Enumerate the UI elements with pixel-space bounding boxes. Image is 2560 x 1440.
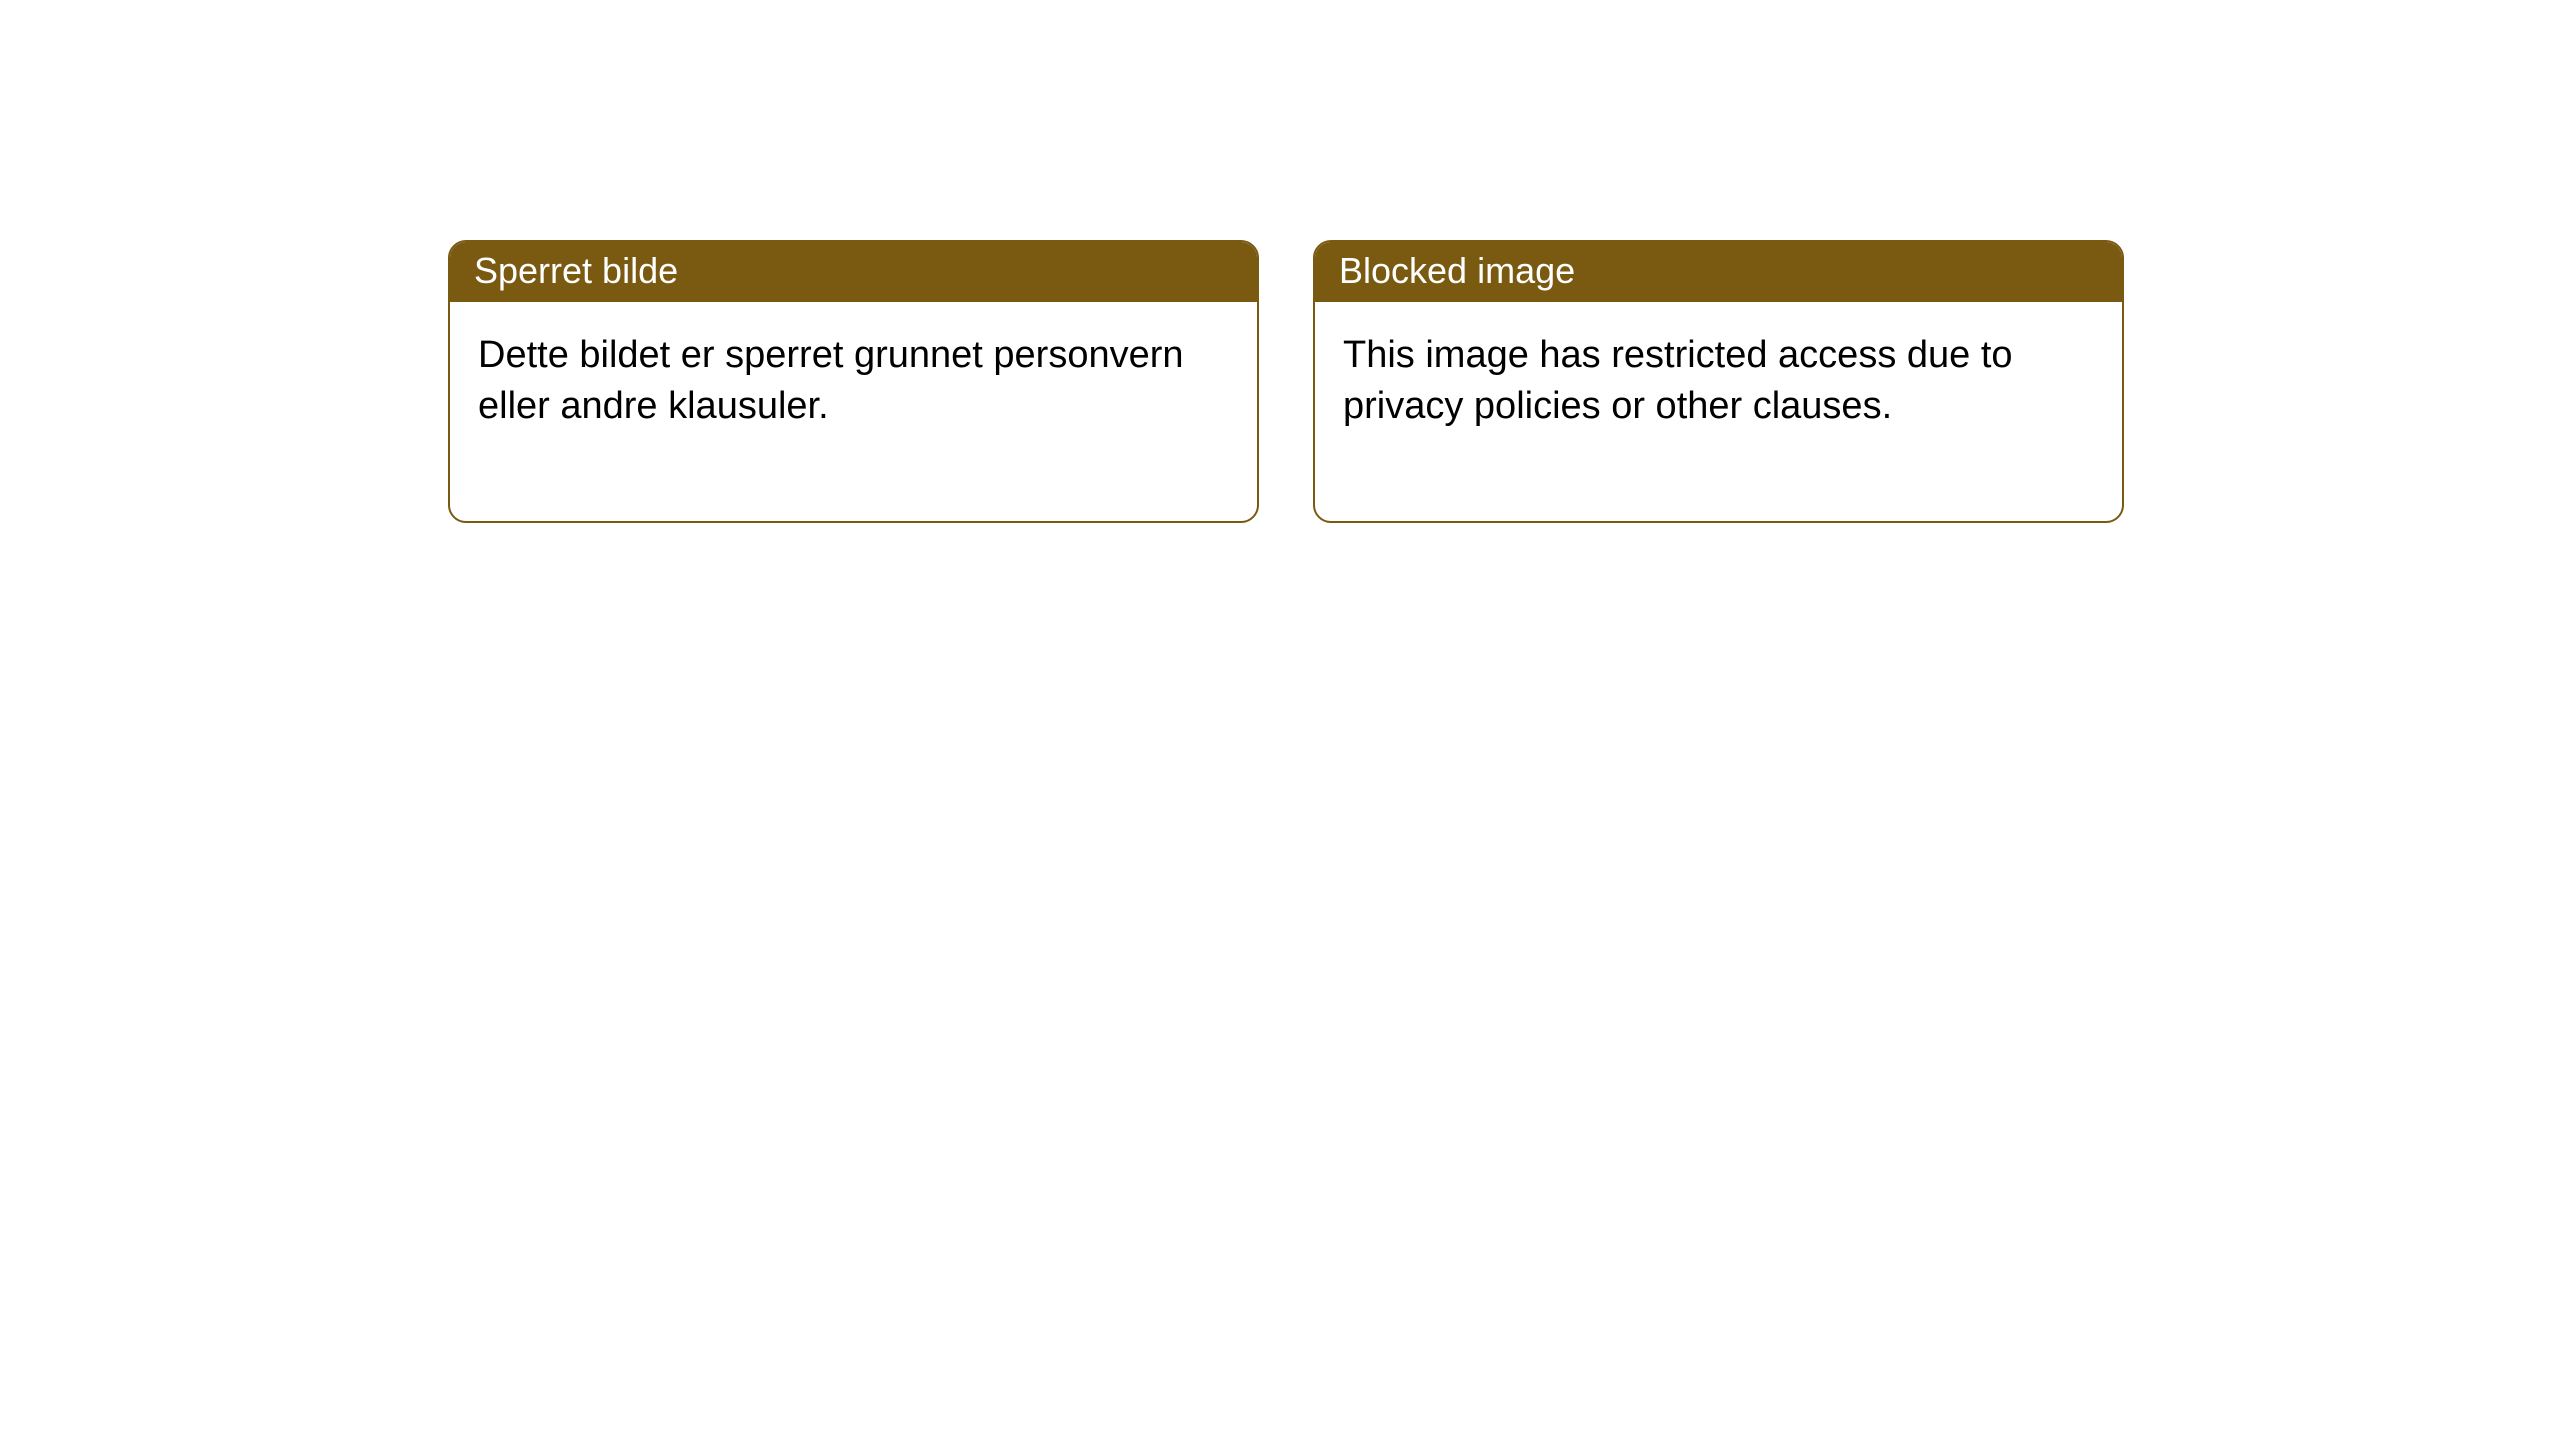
notice-card-norwegian: Sperret bilde Dette bildet er sperret gr… — [448, 240, 1259, 523]
notice-body-english: This image has restricted access due to … — [1315, 302, 2122, 521]
notice-card-english: Blocked image This image has restricted … — [1313, 240, 2124, 523]
notice-title-norwegian: Sperret bilde — [450, 242, 1257, 302]
notice-title-english: Blocked image — [1315, 242, 2122, 302]
notice-body-norwegian: Dette bildet er sperret grunnet personve… — [450, 302, 1257, 521]
notice-container: Sperret bilde Dette bildet er sperret gr… — [0, 0, 2560, 523]
